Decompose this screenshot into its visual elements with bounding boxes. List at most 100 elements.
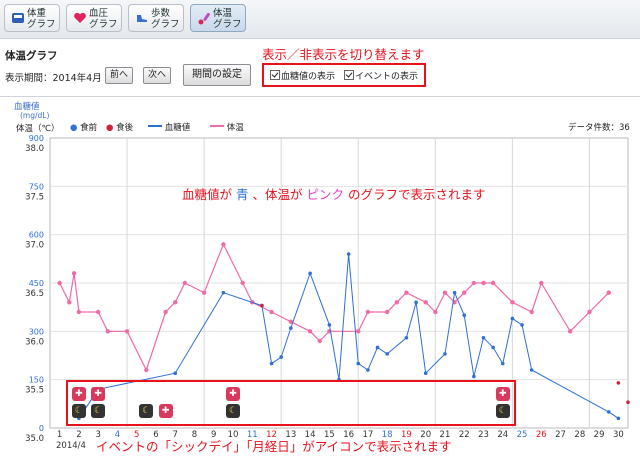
heart-icon [74,12,86,23]
day-tick-label: 8 [192,430,197,440]
glucose-point [385,352,389,356]
period-setting-button[interactable]: 期間の設定 [183,64,251,86]
sick-day-icon: ✚ [91,387,106,401]
glucose-point [346,252,351,256]
glucose-toggle-checkbox[interactable]: 血糖値の表示 [270,69,335,82]
day-tick-label: 21 [440,430,451,440]
moon-icon: ☾ [71,404,86,418]
temp-tick-label: 35.0 [25,434,44,444]
graph-note-part1: 血糖値が [182,187,233,202]
glucose-point [269,361,274,366]
temperature-point [307,329,313,334]
day-tick-label: 27 [555,430,566,440]
moon-icon: ☾ [226,404,241,418]
next-month-button[interactable]: 次へ [143,67,171,84]
temperature-point [394,300,399,305]
day-tick-label: 2 [76,430,81,440]
temperature-point [481,280,486,286]
day-tick-label: 26 [536,430,547,440]
glucose-point [481,335,486,340]
temperature-point [539,280,544,286]
temperature-point [124,329,130,334]
glucose-point [443,352,447,356]
day-tick-label: 14 [305,430,316,440]
temperature-point [433,309,438,315]
tab-temperature-graph[interactable]: 体温 グラフ [190,4,246,32]
sick-day-icon: ✚ [158,404,173,418]
temperature-point [163,309,168,315]
glucose-tick-label: 450 [29,279,44,288]
day-tick-label: 17 [362,430,373,440]
temp-tick-label: 37.5 [25,192,44,202]
legend-temperature-label: 体温 [226,123,244,133]
temperature-point [240,280,245,286]
day-tick-label: 15 [324,430,335,440]
day-tick-label: 23 [478,430,489,440]
moon-icon: ☾ [495,404,510,418]
sick-day-glyph: ✚ [94,389,102,399]
glucose-point [279,355,284,359]
moon-glyph: ☾ [94,406,103,416]
event-highlight-box [66,380,516,426]
legend-before-meal-label: 食前 [80,123,98,133]
glucose-point [616,416,621,421]
glucose-point [606,410,611,414]
glucose-point [289,326,293,330]
temperature-point [182,280,188,286]
temp-tick-label: 36.5 [25,289,44,299]
glucose-point [452,290,457,295]
glucose-point [472,374,476,379]
glucose-point [221,290,226,295]
temp-tick-label: 38.0 [25,144,44,154]
temperature-point [471,280,477,286]
day-tick-label: 5 [134,430,139,440]
temperature-point [442,290,448,295]
glucose-point [462,313,467,318]
glucose-tick-label: 900 [29,134,44,143]
checkbox-checked-icon [270,70,280,80]
temperature-point [529,309,534,315]
day-tick-label: 30 [613,430,624,440]
day-tick-label: 7 [173,430,178,440]
temperature-point [288,319,294,324]
day-tick-label: 4 [115,430,120,440]
temp-tick-label: 36.0 [25,337,44,347]
glucose-point [375,345,380,350]
checkbox-checked-icon [344,70,354,80]
temperature-point [95,309,101,315]
temperature-point [490,280,496,286]
day-tick-label: 1 [57,430,62,440]
tab-blood-pressure-label: 血圧 グラフ [89,8,118,30]
glucose-tick-label: 600 [29,231,44,240]
after-meal-point [616,381,621,385]
glucose-point [404,335,409,340]
tab-steps-graph[interactable]: 歩数 グラフ [128,4,184,32]
day-tick-label: 18 [382,430,393,440]
moon-glyph: ☾ [142,406,151,416]
graph-note-pink: ピンク [306,187,345,202]
event-toggle-checkbox[interactable]: イベントの表示 [344,69,418,82]
moon-glyph: ☾ [228,406,238,416]
temperature-point [384,309,390,315]
temperature-point [587,309,592,315]
temperature-point [76,309,82,315]
tab-blood-pressure-graph[interactable]: 血圧 グラフ [66,4,122,32]
day-tick-label: 28 [574,430,585,440]
tab-steps-label: 歩数 グラフ [151,8,180,30]
temperature-point [404,290,409,295]
prev-month-button[interactable]: 前へ [105,67,133,84]
temperature-point [568,329,573,334]
shoe-icon [137,15,147,22]
day-tick-label: 10 [228,430,239,440]
thermometer-icon [198,12,210,25]
sick-day-glyph: ✚ [161,406,170,416]
day-tick-label: 20 [420,430,431,440]
moon-glyph: ☾ [74,406,83,416]
graph-note-part3: のグラフで表示されます [348,187,486,202]
tab-temperature-label: 体温 グラフ [213,8,242,30]
tab-weight-label: 体重 グラフ [27,8,56,30]
day-tick-label: 19 [401,430,412,440]
legend-before-meal: ● 食前 [70,123,98,133]
tab-weight-graph[interactable]: 体重 グラフ [4,4,60,32]
